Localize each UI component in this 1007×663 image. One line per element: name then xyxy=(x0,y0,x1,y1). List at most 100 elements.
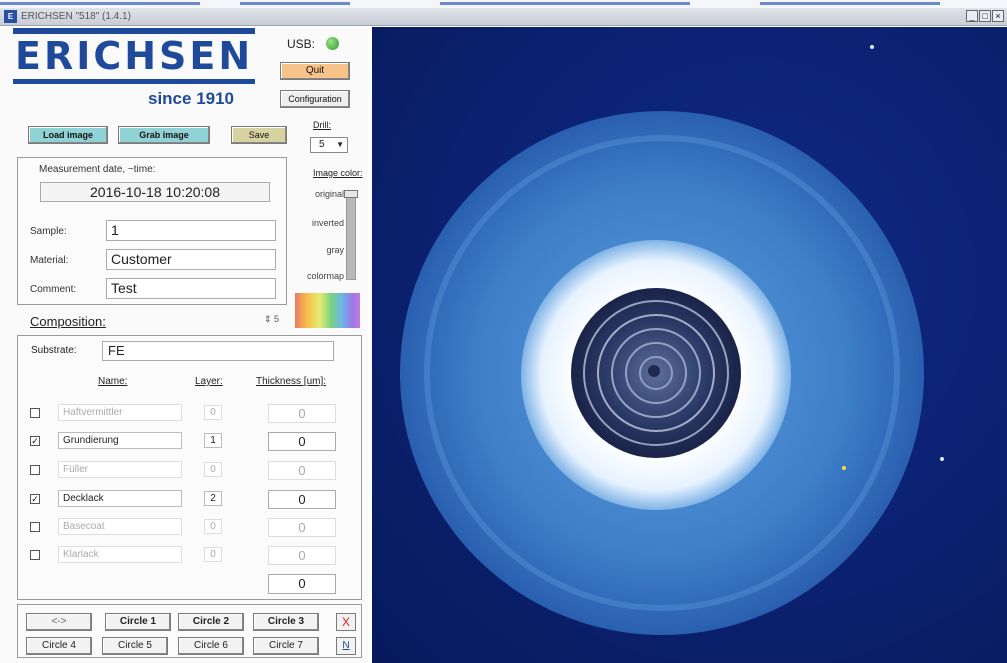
layer-number-field[interactable]: 0 xyxy=(204,519,222,534)
close-button[interactable]: × xyxy=(992,10,1004,22)
layer-thickness-field[interactable]: 0 xyxy=(268,432,336,451)
core-ring xyxy=(583,300,729,446)
image-color-slider[interactable] xyxy=(346,190,356,280)
layer-thickness-field[interactable]: 0 xyxy=(268,404,336,423)
save-button[interactable]: Save xyxy=(231,126,287,144)
layer-checkbox[interactable]: ✓ xyxy=(30,494,40,504)
maximize-button[interactable]: □ xyxy=(979,10,991,22)
delete-icon[interactable]: X xyxy=(336,613,356,631)
grab-image-button[interactable]: Grab image xyxy=(118,126,210,144)
core-ring xyxy=(625,342,687,404)
logo-bottom-bar xyxy=(13,79,255,84)
new-button[interactable]: N xyxy=(336,637,356,655)
comment-label: Comment: xyxy=(30,284,77,295)
app-icon: E xyxy=(4,10,17,23)
layer-checkbox[interactable] xyxy=(30,550,40,560)
layer-name-field[interactable]: Basecoat xyxy=(58,518,182,535)
layer-thickness-field[interactable]: 0 xyxy=(268,546,336,565)
core-ring xyxy=(597,314,715,432)
taskbar-segment xyxy=(240,2,350,5)
core-ring xyxy=(611,328,701,418)
comment-field[interactable]: Test xyxy=(106,278,276,299)
layer-name-field[interactable]: Decklack xyxy=(58,490,182,507)
speck xyxy=(940,457,944,461)
navigate-button[interactable]: <-> xyxy=(26,613,92,631)
layer-row: Basecoat 0 0 xyxy=(18,518,361,538)
circle-3-button[interactable]: Circle 3 xyxy=(253,613,319,631)
microscope-image[interactable] xyxy=(372,27,1007,663)
layer-row: Haftvermittler 0 0 xyxy=(18,404,361,424)
circle-5-button[interactable]: Circle 5 xyxy=(102,637,168,655)
composition-spinner-value: 5 xyxy=(274,314,280,324)
layer-name-field[interactable]: Füller xyxy=(58,461,182,478)
image-color-option-original[interactable]: original xyxy=(314,189,344,199)
total-thickness-field: 0 xyxy=(268,574,336,594)
layer-name-field[interactable]: Grundierung xyxy=(58,432,182,449)
circle-button-group: <-> Circle 1 Circle 2 Circle 3 Circle 4 … xyxy=(17,604,362,658)
material-field[interactable]: Customer xyxy=(106,249,276,270)
load-image-button[interactable]: Load image xyxy=(28,126,108,144)
speck xyxy=(870,45,874,49)
taskbar-segment xyxy=(760,2,940,5)
circle-7-button[interactable]: Circle 7 xyxy=(253,637,319,655)
image-color-label: Image color: xyxy=(313,168,363,178)
measurement-date-field: 2016-10-18 10:20:08 xyxy=(40,182,270,202)
title-bar: E ERICHSEN "518" (1.4.1) _ □ × xyxy=(0,8,1007,26)
taskbar-segment xyxy=(0,2,200,5)
layer-row: ✓ Grundierung 1 0 xyxy=(18,432,361,452)
minimize-button[interactable]: _ xyxy=(966,10,978,22)
layer-number-field[interactable]: 0 xyxy=(204,405,222,420)
composition-group: Substrate: FE Name: Layer: Thickness [um… xyxy=(17,335,362,600)
circle-1-button[interactable]: Circle 1 xyxy=(105,613,171,631)
material-label: Material: xyxy=(30,255,69,266)
circle-6-button[interactable]: Circle 6 xyxy=(178,637,244,655)
layer-checkbox[interactable] xyxy=(30,522,40,532)
layer-checkbox[interactable] xyxy=(30,465,40,475)
composition-label: Composition: xyxy=(30,314,106,329)
layer-checkbox[interactable] xyxy=(30,408,40,418)
layer-name-field[interactable]: Haftvermittler xyxy=(58,404,182,421)
colormap-preview xyxy=(295,293,360,328)
image-color-slider-thumb[interactable] xyxy=(344,190,358,198)
circle-4-button[interactable]: Circle 4 xyxy=(26,637,92,655)
thickness-column-header: Thickness [um]: xyxy=(256,376,327,387)
layer-number-field[interactable]: 0 xyxy=(204,547,222,562)
layer-number-field[interactable]: 1 xyxy=(204,433,222,448)
layer-row: Füller 0 0 xyxy=(18,461,361,481)
layer-checkbox[interactable]: ✓ xyxy=(30,436,40,446)
outer-ring-band xyxy=(424,135,900,611)
usb-label: USB: xyxy=(287,37,316,51)
layer-row: ✓ Decklack 2 0 xyxy=(18,490,361,510)
substrate-label: Substrate: xyxy=(31,345,77,356)
speck xyxy=(842,466,846,470)
name-column-header: Name: xyxy=(98,376,128,387)
usb-status-icon xyxy=(326,37,339,50)
layer-number-field[interactable]: 0 xyxy=(204,462,222,477)
quit-button[interactable]: Quit xyxy=(280,62,350,80)
logo-since-text: since 1910 xyxy=(148,89,235,108)
layer-number-field[interactable]: 2 xyxy=(204,491,222,506)
core-ring xyxy=(639,356,673,390)
logo-top-bar xyxy=(13,28,255,34)
layer-thickness-field[interactable]: 0 xyxy=(268,518,336,537)
sample-field[interactable]: 1 xyxy=(106,220,276,241)
window-title: ERICHSEN "518" (1.4.1) xyxy=(21,11,131,22)
configuration-button[interactable]: Configuration xyxy=(280,90,350,108)
layer-thickness-field[interactable]: 0 xyxy=(268,490,336,509)
core-center xyxy=(648,365,660,377)
substrate-field[interactable]: FE xyxy=(102,341,334,361)
layer-name-field[interactable]: Klarlack xyxy=(58,546,182,563)
drill-select[interactable]: 5 ▼ xyxy=(310,137,348,153)
circle-2-button[interactable]: Circle 2 xyxy=(178,613,244,631)
logo-text: ERICHSEN xyxy=(15,34,254,78)
image-color-option-gray[interactable]: gray xyxy=(326,245,344,255)
layer-thickness-field[interactable]: 0 xyxy=(268,461,336,480)
measurement-group: Measurement date, ~time: 2016-10-18 10:2… xyxy=(17,157,287,305)
image-color-option-inverted[interactable]: inverted xyxy=(311,218,344,228)
chevron-down-icon: ▼ xyxy=(336,140,344,149)
composition-spinner[interactable]: ⇕ 5 xyxy=(264,314,280,324)
image-color-option-colormap[interactable]: colormap xyxy=(306,271,344,281)
drill-hole-image xyxy=(400,45,944,635)
drill-value: 5 xyxy=(319,139,325,150)
measurement-date-label: Measurement date, ~time: xyxy=(39,164,156,175)
